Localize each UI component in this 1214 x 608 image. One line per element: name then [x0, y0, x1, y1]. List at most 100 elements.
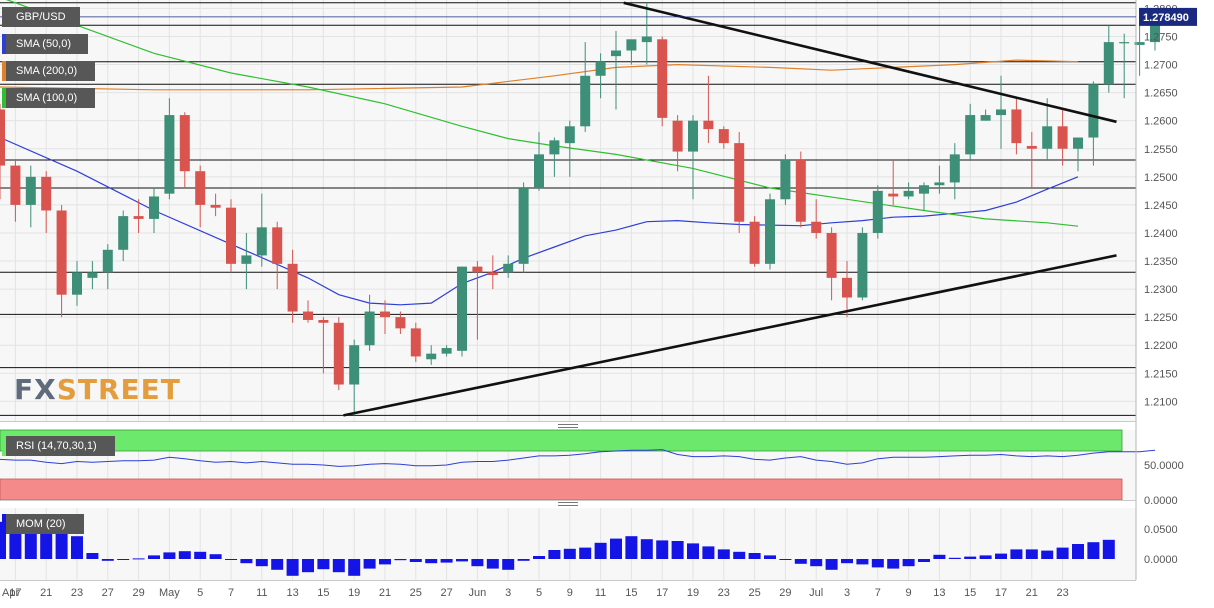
mom-bar — [671, 541, 684, 559]
candle-body — [595, 61, 606, 76]
candle-body — [1073, 137, 1083, 149]
mom-bar — [194, 551, 207, 559]
candle-body — [441, 348, 452, 354]
candle-body — [1011, 109, 1022, 144]
mom-bar — [841, 559, 853, 564]
x-tick-label: 29 — [132, 587, 144, 599]
candle — [564, 120, 575, 177]
candle-body — [41, 176, 52, 211]
x-tick-label: 11 — [256, 587, 267, 599]
sma50-line — [0, 136, 1079, 306]
candle — [472, 261, 483, 340]
candle — [87, 261, 98, 290]
candle — [1057, 109, 1068, 166]
legend-mom[interactable]: MOM (20) — [2, 514, 84, 534]
candle — [857, 227, 868, 301]
legend-sma100[interactable]: SMA (100,0) — [2, 88, 95, 108]
candle-body — [842, 277, 852, 298]
x-tick-label: 17 — [995, 587, 1007, 599]
x-tick-label: 9 — [567, 587, 573, 599]
candle-body — [534, 154, 544, 189]
mom-bar — [779, 559, 792, 560]
mom-bar — [533, 556, 545, 559]
pane-resize-handle[interactable] — [558, 502, 578, 506]
legend-sma50-label: SMA (50,0) — [16, 38, 72, 50]
candle — [349, 339, 360, 416]
candle-body — [72, 272, 82, 295]
x-tick-label: 25 — [410, 587, 422, 599]
legend-gbpusd: GBP/USD — [2, 7, 80, 27]
mom-bar — [517, 559, 530, 561]
candle — [1103, 25, 1114, 93]
current-price-badge — [1139, 7, 1197, 26]
candle-body — [118, 216, 129, 250]
candle-body — [133, 216, 144, 219]
mom-bar — [871, 559, 884, 568]
mom-bar — [733, 551, 746, 559]
candle-body — [1026, 145, 1037, 149]
candlesticks — [0, 2, 1160, 416]
mom-bar — [148, 555, 160, 559]
candle-body — [626, 39, 637, 51]
price-tick-label: 1.2300 — [1144, 284, 1178, 296]
mom-bar — [486, 559, 499, 569]
x-tick-label: 5 — [197, 587, 203, 599]
candle — [179, 112, 190, 189]
candle — [303, 300, 313, 323]
candle-body — [734, 143, 745, 222]
x-tick-label: 27 — [102, 587, 114, 599]
mom-bar — [825, 559, 838, 570]
candle — [934, 165, 945, 194]
rsi-tick-label: 0.0000 — [1144, 495, 1178, 507]
price-tick-label: 1.2400 — [1144, 228, 1178, 240]
x-tick-label: 15 — [964, 587, 976, 599]
candle — [102, 244, 113, 290]
mom-bar — [1087, 542, 1100, 559]
price-tick-label: 1.2450 — [1144, 200, 1178, 212]
candle-body — [903, 190, 914, 197]
candle-body — [210, 204, 221, 208]
mom-bar — [178, 551, 191, 559]
rsi-oversold-zone — [0, 478, 1123, 501]
current-price-label: 1.278490 — [1143, 12, 1189, 24]
candle — [1042, 98, 1053, 160]
mom-bar — [317, 559, 330, 570]
pane-resize-handle[interactable] — [558, 424, 578, 428]
legend-sma200[interactable]: SMA (200,0) — [2, 61, 95, 81]
candle-body — [102, 249, 113, 273]
candle — [703, 75, 714, 144]
mom-bar — [717, 549, 730, 559]
candle — [1088, 81, 1099, 166]
x-tick-label: 9 — [906, 587, 912, 599]
candle-body — [503, 263, 514, 273]
price-tick-label: 1.2650 — [1144, 88, 1178, 100]
x-tick-label: 11 — [595, 587, 606, 599]
pane-resize-handles[interactable] — [558, 424, 578, 506]
candle — [272, 221, 283, 290]
candle — [980, 109, 991, 121]
mom-bar — [625, 536, 638, 559]
candle-body — [857, 232, 868, 298]
mom-bar — [286, 559, 299, 576]
candle-body — [703, 120, 714, 130]
candle — [765, 193, 775, 270]
candle — [949, 143, 960, 200]
mom-bar — [101, 559, 114, 561]
mom-bar — [456, 559, 468, 562]
legend-gbpusd-label: GBP/USD — [16, 11, 66, 23]
mom-bar — [563, 548, 576, 559]
candle — [149, 188, 159, 233]
legend-rsi[interactable]: RSI (14,70,30,1) — [2, 436, 115, 456]
candle — [534, 131, 544, 191]
candle — [487, 255, 498, 290]
mom-bar — [132, 558, 145, 560]
sma200-line — [0, 59, 1079, 91]
legend-sma50[interactable]: SMA (50,0) — [2, 34, 88, 54]
mom-tick-label: 0.0000 — [1144, 554, 1178, 566]
candle — [226, 199, 236, 273]
price-tick-label: 1.2600 — [1144, 116, 1178, 128]
candle-body — [149, 196, 159, 219]
candle-body — [780, 159, 791, 200]
mom-panel-bg — [0, 508, 1136, 580]
candle-body — [888, 193, 899, 197]
